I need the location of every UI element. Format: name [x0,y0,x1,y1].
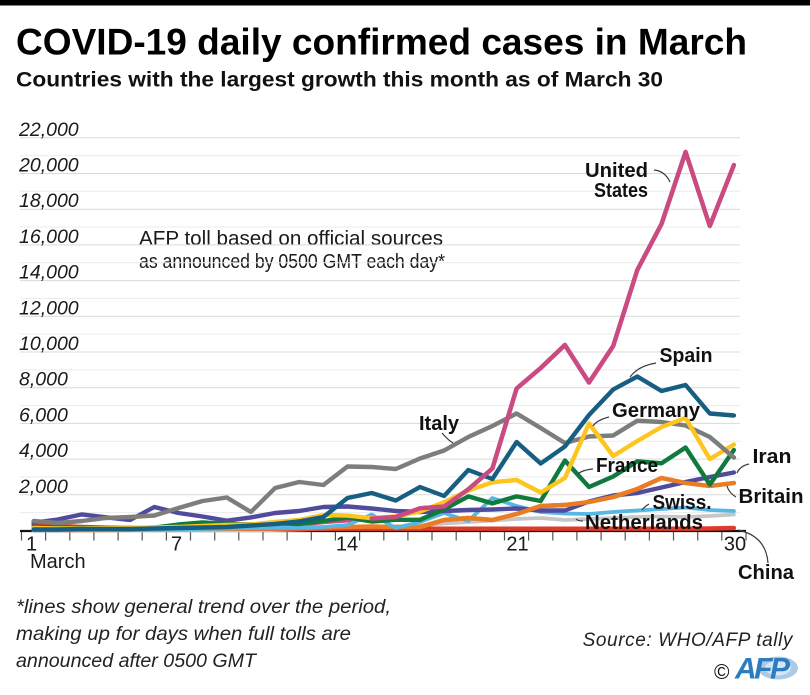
svg-text:as announced by 0500 GMT each: as announced by 0500 GMT each day* [139,251,445,273]
svg-text:Netherlands: Netherlands [585,511,703,534]
svg-text:France: France [596,454,658,477]
svg-text:China: China [738,561,795,584]
svg-text:©: © [714,661,730,684]
svg-text:AFP: AFP [734,653,791,686]
svg-text:Iran: Iran [753,445,792,468]
svg-text:6,000: 6,000 [19,404,68,426]
svg-text:AFP toll based on official sou: AFP toll based on official sources [139,228,443,250]
svg-text:7: 7 [171,534,182,556]
svg-text:22,000: 22,000 [18,119,79,141]
svg-text:4,000: 4,000 [19,440,68,462]
svg-text:Source: WHO/AFP tally: Source: WHO/AFP tally [583,630,794,651]
svg-text:announced after 0500 GMT: announced after 0500 GMT [16,651,257,672]
svg-text:United: United [585,159,648,182]
svg-text:Swiss.: Swiss. [653,491,712,514]
svg-text:March: March [30,551,86,573]
svg-text:Countries with the largest gro: Countries with the largest growth this m… [16,69,663,92]
svg-text:COVID-19 daily confirmed cases: COVID-19 daily confirmed cases in March [16,22,747,63]
svg-text:14: 14 [336,534,358,556]
svg-text:2,000: 2,000 [18,476,68,498]
svg-text:21: 21 [506,534,528,556]
svg-text:14,000: 14,000 [19,262,79,284]
svg-text:Britain: Britain [739,485,804,508]
svg-text:18,000: 18,000 [19,190,79,212]
svg-text:1: 1 [26,534,37,556]
svg-text:Spain: Spain [660,344,713,367]
svg-text:16,000: 16,000 [19,226,79,248]
svg-text:12,000: 12,000 [19,297,79,319]
svg-text:*lines show general trend over: *lines show general trend over the perio… [16,597,391,618]
svg-text:8,000: 8,000 [19,369,68,391]
svg-text:States: States [594,179,648,202]
svg-text:10,000: 10,000 [19,333,79,355]
svg-text:20,000: 20,000 [18,155,79,177]
svg-text:Italy: Italy [419,412,460,435]
svg-text:making up for days when full t: making up for days when full tolls are [16,624,351,645]
svg-text:Germany: Germany [612,399,701,422]
svg-text:30: 30 [724,534,746,556]
